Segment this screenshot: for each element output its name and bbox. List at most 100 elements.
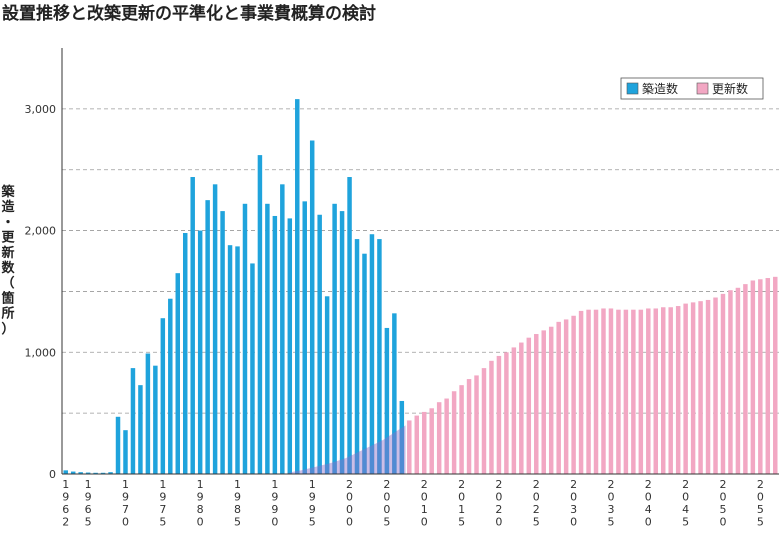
bar-renewal	[481, 368, 487, 474]
bar-construction	[100, 472, 106, 474]
bar-construction	[369, 234, 375, 474]
overlap-area	[286, 425, 406, 474]
bar-construction	[257, 155, 263, 474]
bar-renewal	[728, 290, 733, 474]
bar-renewal	[638, 309, 644, 474]
bar-renewal	[548, 326, 554, 474]
bar-construction	[145, 353, 151, 474]
bar-renewal	[601, 308, 606, 474]
bar-renewal	[698, 301, 703, 474]
bar-renewal	[451, 391, 457, 474]
bar-construction	[317, 214, 322, 474]
bar-renewal	[675, 306, 681, 474]
bar-construction	[235, 246, 240, 474]
bar-renewal	[556, 321, 561, 474]
bar-construction	[272, 215, 278, 475]
legend-box	[620, 77, 764, 100]
y-tick-label: 0	[49, 468, 56, 481]
bar-construction	[197, 230, 203, 474]
legend-swatch-renewal	[696, 82, 709, 95]
bar-construction	[347, 177, 352, 474]
bar-construction	[339, 211, 345, 474]
bar-renewal	[496, 355, 502, 474]
bar-construction	[309, 140, 315, 474]
bar-construction	[362, 253, 367, 474]
bar-renewal	[519, 342, 524, 474]
bar-construction	[324, 296, 330, 474]
bar-renewal	[765, 278, 771, 474]
bar-renewal	[690, 302, 696, 474]
bar-construction	[227, 245, 233, 474]
bar-renewal	[623, 309, 629, 474]
bar-construction	[78, 472, 83, 474]
legend-swatch-construction	[626, 82, 639, 95]
bar-construction	[295, 99, 300, 475]
bar-construction	[280, 184, 285, 474]
bar-renewal	[735, 287, 741, 474]
bar-construction	[242, 203, 248, 474]
bar-renewal	[720, 293, 726, 474]
bar-renewal	[773, 276, 778, 474]
bar-renewal	[466, 379, 472, 474]
bar-construction	[384, 327, 390, 474]
bar-renewal	[407, 420, 412, 474]
bar-construction	[190, 177, 195, 474]
bar-construction	[250, 263, 255, 474]
bar-construction	[130, 368, 136, 474]
bar-renewal	[578, 310, 584, 474]
bar-renewal	[489, 360, 494, 474]
bar-renewal	[541, 330, 546, 474]
bar-renewal	[750, 280, 756, 474]
bar-construction	[175, 273, 181, 474]
bar-renewal	[593, 309, 599, 474]
bar-renewal	[534, 334, 539, 474]
bar-construction	[182, 233, 188, 474]
y-tick-label: 2,000	[25, 225, 57, 238]
bar-renewal	[571, 315, 576, 474]
bar-renewal	[563, 319, 569, 474]
bar-renewal	[616, 309, 621, 474]
bar-renewal	[436, 402, 442, 474]
bar-renewal	[758, 279, 763, 474]
bar-construction	[123, 430, 128, 474]
bar-renewal	[668, 307, 673, 474]
y-tick-label: 1,000	[25, 346, 57, 359]
bar-construction	[265, 203, 270, 474]
bar-renewal	[646, 308, 651, 474]
y-axis-label: 築造・更新数（箇所）	[0, 184, 15, 337]
bar-construction	[63, 470, 68, 474]
chart-title: 設置推移と改築更新の平準化と事業費概算の検討	[2, 3, 376, 24]
legend-label-construction: 築造数	[642, 81, 678, 96]
bar-renewal	[660, 307, 666, 474]
bar-construction	[138, 385, 143, 474]
bar-renewal	[421, 411, 427, 474]
bar-construction	[153, 365, 158, 474]
bar-construction	[205, 200, 210, 474]
bar-renewal	[631, 309, 636, 474]
bar-construction	[70, 471, 76, 474]
bar-renewal	[608, 308, 614, 474]
legend-label-renewal: 更新数	[712, 81, 748, 96]
bar-construction	[302, 201, 307, 475]
bar-renewal	[586, 309, 591, 474]
bar-renewal	[526, 337, 532, 474]
bar-construction	[115, 416, 121, 474]
bar-renewal	[504, 352, 509, 474]
bar-renewal	[474, 375, 479, 474]
